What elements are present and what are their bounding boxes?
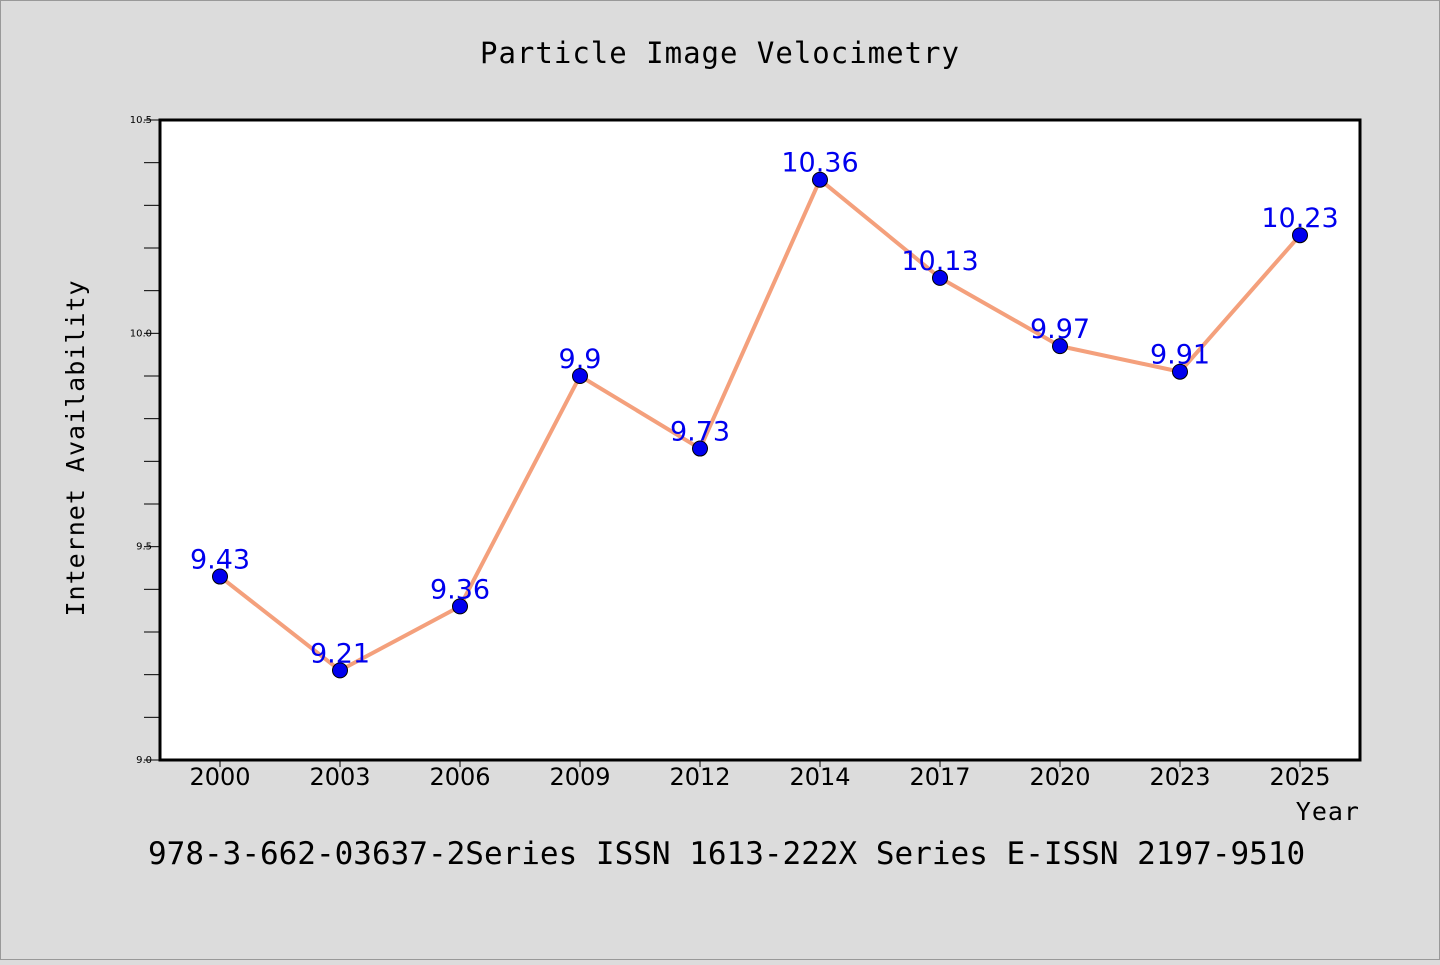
- x-axis: 2000 2003 2006 2009 2012 2014 2017 2020 2023 2025: [189, 760, 1331, 791]
- x-tick-label: 2006: [429, 763, 490, 791]
- y-tick-label: 9.0: [136, 755, 152, 766]
- y-tick-label: 10.5: [130, 115, 152, 126]
- y-axis-label: Internet Availability: [61, 279, 90, 616]
- series-layer: 9.43 9.21 9.36 9.9 9.73 10.36 10.13 9.97 9.91 10.…: [190, 148, 1339, 679]
- data-point: [1172, 363, 1188, 380]
- x-tick-label: 2020: [1029, 763, 1090, 791]
- x-tick-label: 2009: [549, 763, 610, 791]
- data-point: [1052, 338, 1068, 355]
- data-label: 9.73: [670, 417, 730, 448]
- data-point: [932, 269, 948, 286]
- data-label: 9.97: [1030, 314, 1090, 345]
- x-tick-label: 2017: [909, 763, 970, 791]
- data-label: 9.91: [1150, 340, 1210, 371]
- data-label: 10.13: [901, 246, 978, 277]
- data-label: 10.36: [781, 148, 858, 179]
- plot-area: [158, 118, 1362, 762]
- x-tick-label: 2012: [669, 763, 730, 791]
- y-tick-label: 9.5: [136, 542, 152, 553]
- data-point: [572, 368, 588, 384]
- y-axis: 9.0 9.5 10.0 10.5: [130, 115, 160, 766]
- y-tick-label: 10.0: [130, 328, 152, 339]
- data-label: 9.43: [190, 545, 250, 576]
- x-axis-label: Year: [1296, 797, 1360, 826]
- data-point: [452, 598, 468, 615]
- x-tick-label: 2000: [189, 763, 250, 791]
- data-point: [212, 568, 228, 585]
- footer-identifiers: 978-3-662-03637-2Series ISSN 1613-222X S…: [148, 836, 1305, 872]
- data-point: [812, 171, 828, 188]
- x-tick-label: 2003: [309, 763, 370, 791]
- data-point: [692, 440, 708, 457]
- data-label: 10.23: [1261, 203, 1338, 234]
- data-label: 9.36: [430, 574, 490, 605]
- x-tick-label: 2025: [1269, 763, 1330, 791]
- chart-title: Particle Image Velocimetry: [480, 36, 960, 70]
- data-label: 9.21: [310, 638, 370, 669]
- x-tick-label: 2014: [789, 763, 850, 791]
- data-point: [1292, 227, 1308, 244]
- data-point: [332, 662, 348, 679]
- data-label: 9.9: [559, 344, 602, 375]
- x-tick-label: 2023: [1149, 763, 1210, 791]
- series-line: [218, 177, 1302, 673]
